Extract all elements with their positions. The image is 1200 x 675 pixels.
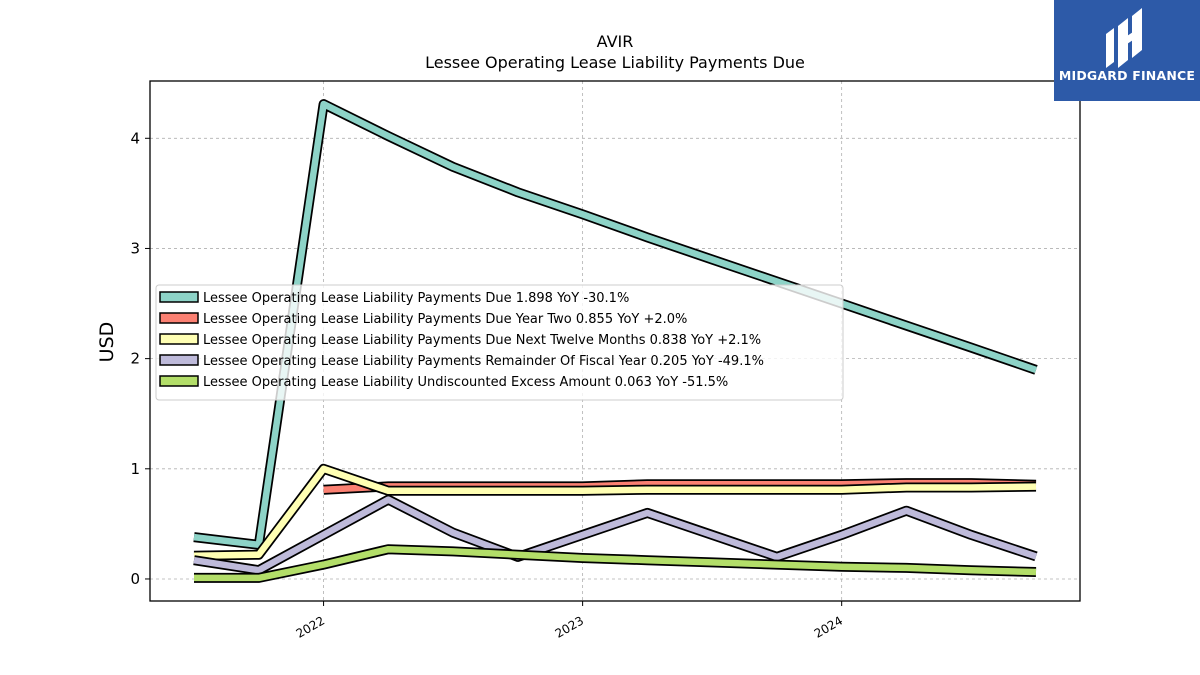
legend-swatch xyxy=(159,354,199,366)
series-line-5 xyxy=(194,544,1037,583)
legend-item-4: Lessee Operating Lease Liability Payment… xyxy=(159,354,764,369)
x-tick-label: 2023 xyxy=(553,613,586,640)
legend-swatch xyxy=(159,291,199,303)
legend-swatch xyxy=(159,375,199,387)
series-line-4 xyxy=(193,494,1038,576)
legend-item-2: Lessee Operating Lease Liability Payment… xyxy=(159,312,687,327)
legend-label: Lessee Operating Lease Liability Undisco… xyxy=(203,375,728,390)
legend: Lessee Operating Lease Liability Payment… xyxy=(155,284,844,401)
y-tick-label: 4 xyxy=(130,129,140,147)
chart-title: AVIR xyxy=(597,32,634,51)
series-lines xyxy=(193,99,1038,583)
series-line-fill xyxy=(194,545,1037,582)
legend-item-3: Lessee Operating Lease Liability Payment… xyxy=(159,333,761,348)
legend-swatch xyxy=(159,312,199,324)
legend-label: Lessee Operating Lease Liability Payment… xyxy=(203,354,764,369)
legend-swatch xyxy=(159,333,199,345)
y-axis-label: USD xyxy=(96,322,118,363)
x-tick-label: 2022 xyxy=(294,613,327,640)
legend-label: Lessee Operating Lease Liability Payment… xyxy=(203,312,687,327)
legend-box xyxy=(155,284,844,401)
legend-item-1: Lessee Operating Lease Liability Payment… xyxy=(159,291,629,306)
series-line-fill xyxy=(193,496,1038,574)
logo-text: MIDGARD FINANCE xyxy=(1058,68,1196,83)
y-tick-label: 0 xyxy=(130,570,140,588)
legend-item-5: Lessee Operating Lease Liability Undisco… xyxy=(159,375,728,390)
series-line-fill xyxy=(193,100,1038,549)
y-tick-label: 1 xyxy=(130,460,140,478)
series-line-fill xyxy=(193,465,1037,560)
legend-label: Lessee Operating Lease Liability Payment… xyxy=(203,291,629,306)
x-tick-label: 2024 xyxy=(812,613,845,640)
y-tick-label: 2 xyxy=(130,350,140,368)
y-tick-label: 3 xyxy=(130,239,140,257)
legend-label: Lessee Operating Lease Liability Payment… xyxy=(203,333,761,348)
midgard-logo-icon xyxy=(1106,8,1142,68)
brand-logo: MIDGARD FINANCE xyxy=(1054,0,1200,101)
series-line-1 xyxy=(193,99,1038,550)
series-line-3 xyxy=(193,463,1037,561)
chart-subtitle: Lessee Operating Lease Liability Payment… xyxy=(425,53,805,72)
plot-frame xyxy=(149,80,1081,602)
